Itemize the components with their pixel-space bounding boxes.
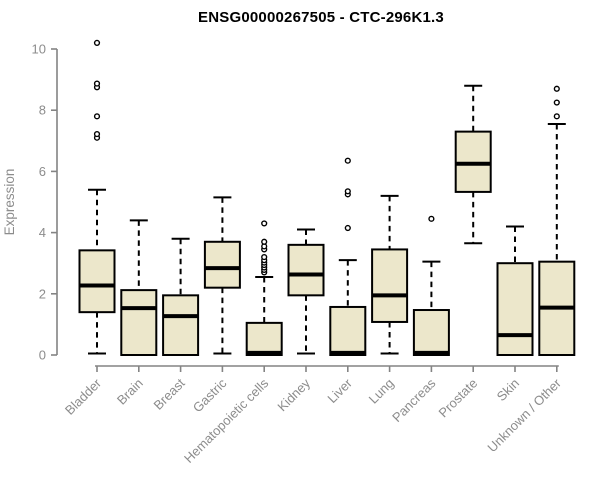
x-tick-label-gastric: Gastric [190, 375, 230, 415]
outlier-point [93, 80, 101, 87]
box-unknown-other [538, 85, 576, 357]
outlier-point [261, 238, 268, 245]
outlier-point [428, 215, 435, 222]
x-tick-label-prostate: Prostate [435, 376, 480, 421]
box-hematopoietic-cells [245, 220, 283, 356]
iqr-box [245, 321, 283, 356]
x-tick-label-brain: Brain [114, 376, 146, 408]
outlier-point [344, 224, 351, 232]
y-axis-title: Expression [2, 169, 17, 236]
box-breast [162, 237, 200, 356]
y-axis: 0 2 4 6 8 10 [32, 42, 58, 363]
outlier-point [261, 253, 268, 261]
x-tick-label-skin: Skin [494, 376, 522, 404]
iqr-box [203, 240, 241, 289]
x-tick-label-bladder: Bladder [62, 375, 105, 418]
box-prostate [454, 84, 492, 245]
iqr-box [78, 249, 116, 314]
box-gastric [203, 196, 241, 355]
y-tick-label: 10 [32, 42, 46, 57]
x-tick-label-pancreas: Pancreas [389, 375, 439, 425]
iqr-box [162, 294, 200, 356]
outlier-point [93, 39, 101, 46]
outlier-point [553, 85, 560, 92]
y-tick-label: 4 [39, 225, 46, 240]
x-tick-label-liver: Liver [324, 375, 355, 406]
outlier-point [344, 157, 351, 164]
box-skin [496, 225, 534, 357]
box-kidney [287, 228, 325, 355]
box-pancreas [412, 215, 450, 357]
x-tick-label-kidney: Kidney [274, 375, 313, 414]
chart-title: ENSG00000267505 - CTC-296K1.3 [198, 9, 444, 26]
iqr-box [412, 309, 450, 357]
iqr-box [120, 289, 158, 356]
outlier-point [553, 99, 560, 106]
outlier-point [261, 220, 268, 227]
y-tick-label: 8 [39, 103, 46, 118]
outlier-point [93, 113, 101, 120]
iqr-box [371, 248, 409, 323]
x-tick-label-lung: Lung [366, 376, 397, 407]
iqr-box [329, 305, 367, 357]
y-tick-label: 6 [39, 164, 46, 179]
box-bladder [78, 39, 116, 355]
outlier-point [93, 130, 101, 138]
y-tick-label: 2 [39, 286, 46, 301]
box-liver [329, 157, 367, 357]
outlier-point [344, 188, 351, 195]
y-tick-label: 0 [39, 348, 46, 363]
box-brain [120, 219, 158, 356]
box-lung [371, 194, 409, 355]
iqr-box [287, 243, 325, 297]
outlier-point [553, 113, 560, 120]
x-tick-label-breast: Breast [151, 375, 188, 412]
x-tick-label-unknown-other: Unknown / Other [484, 375, 564, 455]
iqr-box [496, 262, 534, 357]
